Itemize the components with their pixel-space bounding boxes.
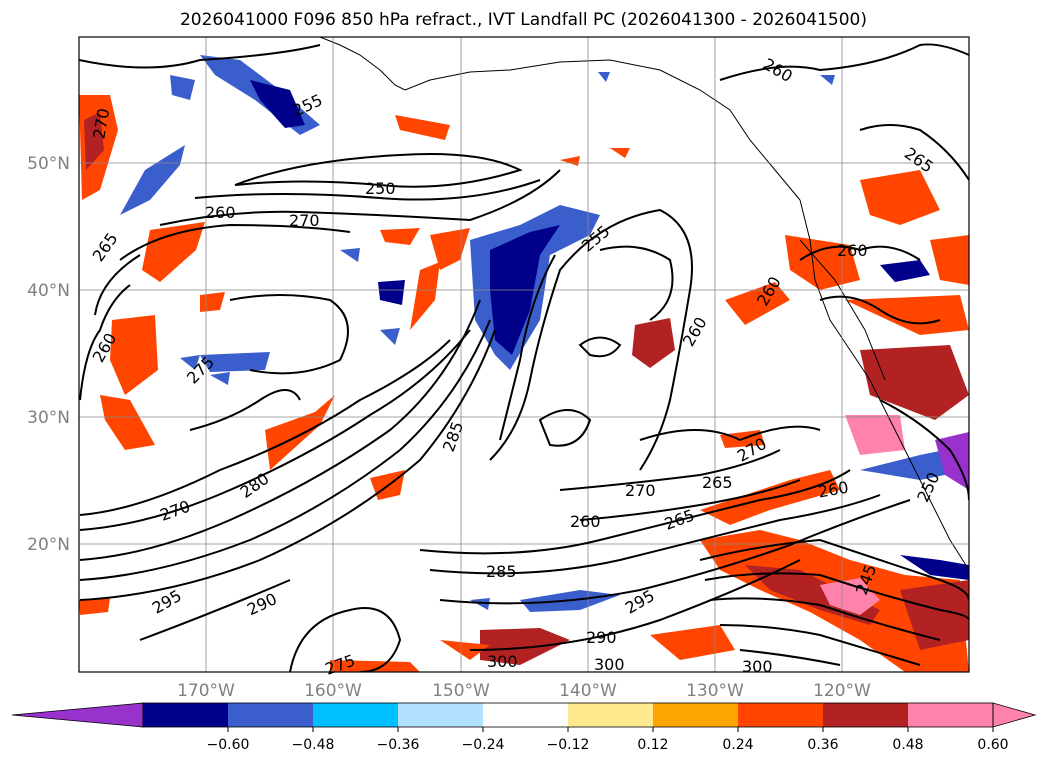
lat-label: 20°N (27, 535, 70, 555)
colorbar-tick-label: −0.24 (462, 737, 505, 753)
colorbar-segment (398, 703, 483, 727)
colorbar-tick-label: 0.12 (637, 737, 668, 753)
positive-shading (79, 95, 969, 672)
lat-label: 40°N (27, 281, 70, 301)
lon-label: 170°W (177, 681, 235, 701)
lon-label: 150°W (432, 681, 490, 701)
colorbar-segment (313, 703, 398, 727)
colorbar-tick-label: −0.60 (207, 737, 250, 753)
lon-label: 140°W (559, 681, 617, 701)
lon-label: 120°W (813, 681, 871, 701)
contour-label: 300 (742, 657, 773, 676)
contour-label: 290 (586, 628, 617, 647)
colorbar-tick-label: 0.36 (807, 737, 838, 753)
colorbar-tick-label: 0.60 (977, 737, 1008, 753)
colorbar-segment (568, 703, 653, 727)
colorbar-segment (738, 703, 823, 727)
colorbar-segment (908, 703, 993, 727)
colorbar-segment (228, 703, 313, 727)
refractivity-contours (79, 43, 969, 672)
map-frame (78, 36, 970, 673)
contour-label: 265 (702, 473, 733, 492)
colorbar: −0.60 −0.48 −0.36 −0.24 −0.12 0.12 0.24 0.36 0.4… (11, 702, 1037, 753)
colorbar-extend-max (992, 702, 1037, 728)
colorbar-tick-label: 0.24 (722, 737, 753, 753)
colorbar-segment (653, 703, 738, 727)
colorbar-extend-min (11, 702, 144, 728)
shading-layer (79, 55, 969, 672)
coastlines (319, 37, 969, 571)
colorbar-tick-label: −0.36 (377, 737, 420, 753)
lat-label: 50°N (27, 154, 70, 174)
colorbar-tick-label: −0.48 (292, 737, 335, 753)
longitude-labels: 170°W 160°W 150°W 140°W 130°W 120°W (177, 681, 871, 701)
lat-label: 30°N (27, 408, 70, 428)
colorbar-segment (143, 703, 228, 727)
contour-label: 250 (365, 179, 396, 198)
colorbar-tick-label: −0.12 (547, 737, 590, 753)
contour-label: 285 (486, 562, 517, 581)
lon-label: 160°W (304, 681, 362, 701)
contour-label: 260 (205, 203, 236, 222)
contour-label: 270 (289, 211, 320, 230)
chart-title: 2026041000 F096 850 hPa refract., IVT La… (179, 10, 867, 30)
contour-label: 300 (487, 652, 518, 671)
contour-label: 270 (625, 481, 656, 500)
lon-label: 130°W (686, 681, 744, 701)
latitude-labels: 50°N 40°N 30°N 20°N (27, 154, 70, 555)
colorbar-segment (483, 703, 568, 727)
contour-label: 260 (570, 512, 601, 531)
colorbar-tick-label: 0.48 (892, 737, 923, 753)
contour-label: 260 (837, 241, 868, 260)
colorbar-segment (823, 703, 908, 727)
contour-label: 300 (594, 655, 625, 674)
